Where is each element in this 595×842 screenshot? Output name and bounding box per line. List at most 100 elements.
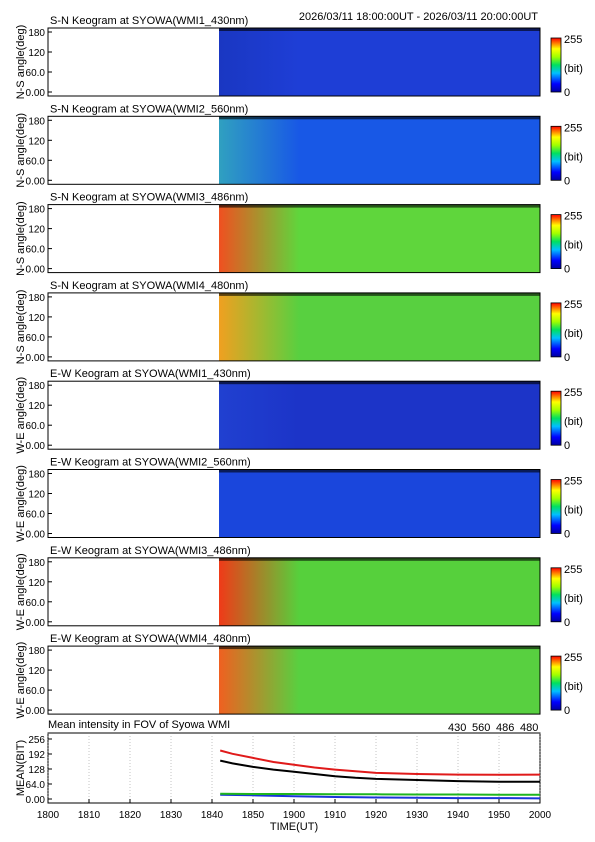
keogram-top-band bbox=[219, 557, 540, 561]
colorbar bbox=[550, 214, 562, 270]
y-axis-label: W-E angle(deg) bbox=[15, 465, 27, 542]
y-tick-label: 60.0 bbox=[26, 598, 46, 609]
x-tick-label: 1920 bbox=[365, 810, 388, 821]
series-line-480 bbox=[219, 759, 540, 783]
series-line-560 bbox=[220, 792, 540, 796]
keogram-panel: S-N Keogram at SYOWA(WMI1_430nm) 180 120 60… bbox=[15, 15, 583, 99]
legend-entry-560: 560 bbox=[472, 722, 490, 734]
y-tick-label: 0.00 bbox=[26, 441, 46, 452]
keogram-image bbox=[219, 381, 540, 450]
x-tick-label: 1930 bbox=[406, 810, 429, 821]
colorbar-min-label: 0 bbox=[564, 87, 570, 99]
keogram-frame bbox=[47, 292, 541, 362]
colorbar-max-label: 255 bbox=[564, 122, 582, 134]
keogram-image bbox=[219, 116, 540, 185]
x-tick-labels: 1800 1810 1820 1830 1840 1850 1900 1910 1920 1930… bbox=[37, 799, 552, 821]
y-tick-label: 120 bbox=[28, 578, 45, 589]
y-tick-label: 256 bbox=[28, 735, 45, 746]
y-tick-label: 180 bbox=[28, 28, 45, 39]
keogram-top-band bbox=[219, 28, 540, 31]
x-tick-label: 1840 bbox=[201, 810, 224, 821]
colorbar-min-label: 0 bbox=[564, 264, 570, 276]
y-tick-label: 60.0 bbox=[26, 686, 46, 697]
colorbar-unit-label: (bit) bbox=[564, 505, 583, 517]
x-tick-label: 1910 bbox=[324, 810, 347, 821]
line-plot-frame bbox=[47, 732, 541, 804]
y-tick-label: 0.00 bbox=[26, 706, 46, 717]
legend: 430 560 486 480 bbox=[448, 722, 538, 734]
keogram-title: E-W Keogram at SYOWA(WMI4_480nm) bbox=[50, 633, 251, 645]
legend-entry-480: 480 bbox=[520, 722, 538, 734]
colorbar bbox=[550, 655, 562, 711]
keogram-frame bbox=[47, 204, 541, 274]
y-tick-label: 120 bbox=[28, 490, 45, 501]
y-tick-label: 180 bbox=[28, 293, 45, 304]
colorbar-unit-label: (bit) bbox=[564, 328, 583, 340]
keogram-image bbox=[219, 28, 540, 96]
y-tick-labels: 256 192 128 64.0 0.00 bbox=[26, 735, 52, 806]
keogram-panel: E-W Keogram at SYOWA(WMI3_486nm) 180 120 60… bbox=[15, 545, 583, 630]
colorbar-unit-label: (bit) bbox=[564, 681, 583, 693]
keogram-frame bbox=[47, 469, 541, 538]
legend-entry-430: 430 bbox=[448, 722, 466, 734]
y-tick-label: 192 bbox=[28, 750, 45, 761]
y-axis-label: W-E angle(deg) bbox=[15, 553, 27, 630]
y-tick-label: 120 bbox=[28, 313, 45, 324]
keogram-title: S-N Keogram at SYOWA(WMI3_486nm) bbox=[50, 192, 248, 204]
x-tick-label: 1810 bbox=[78, 810, 101, 821]
y-tick-label: 60.0 bbox=[26, 510, 46, 521]
colorbar bbox=[550, 37, 562, 93]
colorbar-min-label: 0 bbox=[564, 175, 570, 187]
keogram-top-band bbox=[219, 381, 540, 385]
x-tick-label: 1820 bbox=[119, 810, 142, 821]
y-tick-label: 180 bbox=[28, 381, 45, 392]
keogram-frame bbox=[47, 115, 541, 185]
y-tick-label: 128 bbox=[28, 765, 45, 776]
x-tick-label: 1950 bbox=[488, 810, 511, 821]
x-tick-label: 1830 bbox=[160, 810, 183, 821]
colorbar-min-label: 0 bbox=[564, 529, 570, 541]
colorbar bbox=[550, 302, 562, 358]
keogram-top-band bbox=[219, 292, 540, 296]
keogram-panel: S-N Keogram at SYOWA(WMI3_486nm) 180 120 60… bbox=[15, 192, 583, 276]
y-tick-label: 180 bbox=[28, 558, 45, 569]
y-tick-label: 64.0 bbox=[26, 780, 46, 791]
keogram-title: S-N Keogram at SYOWA(WMI1_430nm) bbox=[50, 15, 248, 27]
y-axis-label: N-S angle(deg) bbox=[15, 113, 27, 188]
keogram-image bbox=[219, 469, 540, 538]
keogram-image bbox=[219, 204, 540, 273]
y-axis-label: W-E angle(deg) bbox=[15, 377, 27, 454]
colorbar bbox=[550, 479, 562, 534]
colorbar bbox=[550, 567, 562, 623]
colorbar-unit-label: (bit) bbox=[564, 151, 583, 163]
y-tick-label: 0.00 bbox=[26, 176, 46, 187]
y-tick-label: 120 bbox=[28, 401, 45, 412]
y-tick-label: 60.0 bbox=[26, 156, 46, 167]
y-tick-label: 180 bbox=[28, 116, 45, 127]
keogram-image bbox=[219, 557, 540, 626]
series-line-430 bbox=[220, 793, 541, 800]
y-axis-label: N-S angle(deg) bbox=[15, 25, 27, 100]
series-line-486 bbox=[219, 749, 541, 776]
keogram-panel: E-W Keogram at SYOWA(WMI1_430nm) 180 120 60… bbox=[15, 368, 583, 453]
x-tick-label: 1940 bbox=[447, 810, 470, 821]
keogram-frame bbox=[47, 557, 541, 627]
y-tick-label: 0.00 bbox=[26, 795, 46, 806]
keogram-panels: S-N Keogram at SYOWA(WMI1_430nm) 180 120 60… bbox=[15, 15, 583, 719]
colorbar-min-label: 0 bbox=[564, 705, 570, 717]
y-tick-label: 0.00 bbox=[26, 265, 46, 276]
keogram-title: E-W Keogram at SYOWA(WMI1_430nm) bbox=[50, 368, 251, 380]
x-tick-label: 1800 bbox=[37, 810, 60, 821]
line-chart-title: Mean intensity in FOV of Syowa WMI bbox=[48, 719, 230, 731]
colorbar-unit-label: (bit) bbox=[564, 416, 583, 428]
keogram-panel: S-N Keogram at SYOWA(WMI4_480nm) 180 120 60… bbox=[15, 280, 583, 364]
x-tick-label: 1900 bbox=[283, 810, 306, 821]
colorbar-unit-label: (bit) bbox=[564, 63, 583, 75]
colorbar bbox=[550, 125, 562, 181]
colorbar-max-label: 255 bbox=[564, 652, 582, 664]
keogram-frame bbox=[47, 27, 541, 97]
y-tick-label: 180 bbox=[28, 470, 45, 481]
y-tick-label: 60.0 bbox=[26, 333, 46, 344]
colorbar-unit-label: (bit) bbox=[564, 593, 583, 605]
